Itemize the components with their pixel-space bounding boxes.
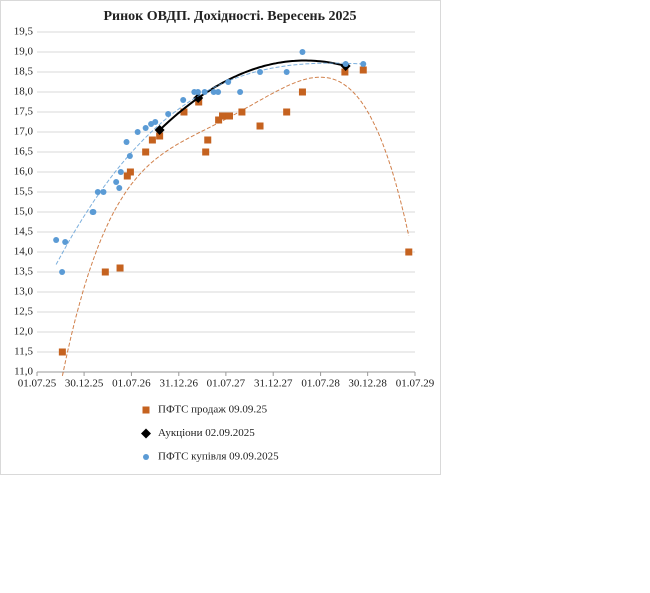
x-tick-label: 01.07.28 xyxy=(301,378,340,390)
y-tick-label: 17,5 xyxy=(14,106,34,118)
legend-marker xyxy=(141,428,151,439)
x-tick-label: 01.07.29 xyxy=(396,378,435,390)
point xyxy=(94,189,101,195)
point xyxy=(283,69,290,75)
point xyxy=(201,89,208,95)
point xyxy=(194,89,201,95)
y-tick-label: 19,5 xyxy=(14,26,34,38)
chart-frame xyxy=(0,0,441,475)
legend-marker xyxy=(143,454,149,460)
point xyxy=(142,125,149,131)
point xyxy=(193,93,204,103)
y-tick-label: 11,0 xyxy=(14,366,33,378)
point xyxy=(215,116,223,124)
point xyxy=(156,132,164,140)
point xyxy=(116,264,124,272)
point xyxy=(116,185,123,191)
point xyxy=(210,89,217,95)
y-tick-label: 15,5 xyxy=(14,186,34,198)
point xyxy=(113,179,120,185)
point xyxy=(123,139,130,145)
legend-label: Аукціони 02.09.2025 xyxy=(158,427,255,439)
y-tick-label: 12,0 xyxy=(14,326,34,338)
point xyxy=(154,125,165,135)
x-tick-label: 31.12.27 xyxy=(254,378,293,390)
point xyxy=(59,269,66,275)
point xyxy=(360,61,367,67)
point xyxy=(180,108,188,116)
point xyxy=(100,189,107,195)
x-tick-label: 30.12.25 xyxy=(65,378,104,390)
point xyxy=(257,69,264,75)
y-tick-label: 14,0 xyxy=(14,246,34,258)
point xyxy=(126,168,134,176)
point xyxy=(90,209,97,215)
x-tick-label: 31.12.26 xyxy=(160,378,199,390)
point xyxy=(142,148,150,156)
point xyxy=(299,49,306,55)
point xyxy=(359,66,367,74)
point xyxy=(237,89,244,95)
point xyxy=(225,79,232,85)
point xyxy=(256,122,264,130)
point xyxy=(238,108,246,116)
point xyxy=(117,169,124,175)
legend-label: ПФТС продаж 09.09.25 xyxy=(158,404,268,416)
point xyxy=(134,129,141,135)
point xyxy=(101,268,109,276)
point xyxy=(342,61,349,67)
y-tick-label: 16,0 xyxy=(14,166,34,178)
x-tick-label: 01.07.27 xyxy=(207,378,246,390)
y-tick-label: 16,5 xyxy=(14,146,34,158)
point xyxy=(180,97,187,103)
y-tick-label: 13,0 xyxy=(14,286,34,298)
point xyxy=(165,111,172,117)
x-tick-label: 01.07.25 xyxy=(18,378,57,390)
point xyxy=(219,112,227,120)
series-line xyxy=(158,59,346,131)
point xyxy=(341,68,349,76)
legend-label: ПФТС купівля 09.09.2025 xyxy=(158,451,279,463)
chart-title: Ринок ОВДП. Дохідності. Вересень 2025 xyxy=(103,9,356,24)
x-tick-label: 30.12.28 xyxy=(348,378,387,390)
y-tick-label: 15,0 xyxy=(14,206,34,218)
y-tick-label: 13,5 xyxy=(14,266,34,278)
point xyxy=(123,172,131,180)
point xyxy=(225,112,233,120)
legend-marker xyxy=(142,406,150,414)
point xyxy=(283,108,291,116)
point xyxy=(204,136,212,144)
y-tick-label: 11,5 xyxy=(14,346,33,358)
y-tick-label: 14,5 xyxy=(14,226,34,238)
point xyxy=(126,153,133,159)
y-tick-label: 19,0 xyxy=(14,46,34,58)
point xyxy=(58,348,66,356)
point xyxy=(148,136,156,144)
trendline xyxy=(55,62,364,265)
point xyxy=(215,89,222,95)
y-tick-label: 12,5 xyxy=(14,306,34,318)
point xyxy=(62,239,69,245)
y-tick-label: 18,0 xyxy=(14,86,34,98)
y-tick-label: 17,0 xyxy=(14,126,34,138)
point xyxy=(152,119,159,125)
point xyxy=(202,148,210,156)
x-tick-label: 01.07.26 xyxy=(112,378,151,390)
y-tick-label: 18,5 xyxy=(14,66,34,78)
trendline xyxy=(61,76,410,377)
point xyxy=(405,248,413,256)
point xyxy=(53,237,60,243)
point xyxy=(298,88,306,96)
